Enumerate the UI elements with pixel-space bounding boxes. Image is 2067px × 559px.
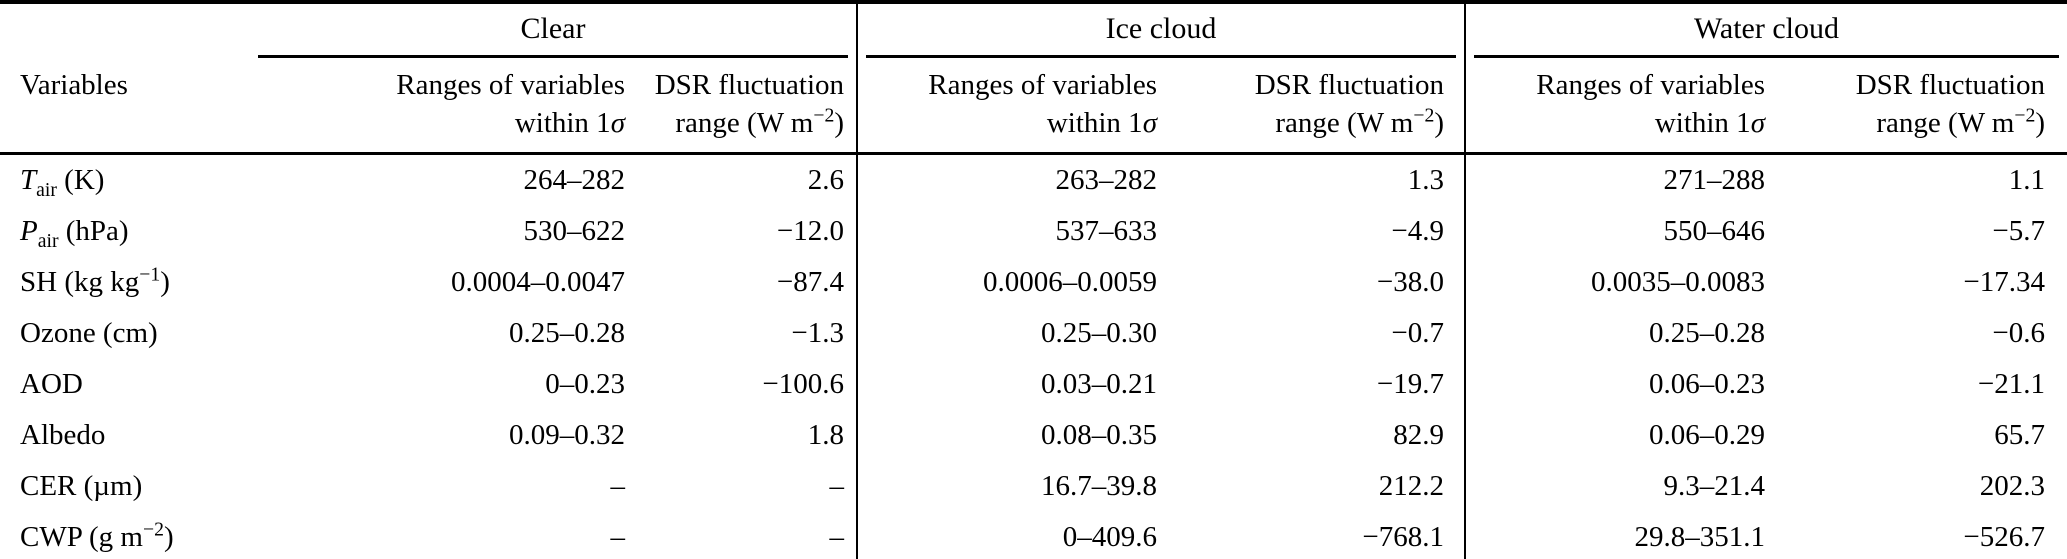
cell-ice-dsr: −4.9 (1391, 215, 1444, 247)
subheader-line2: within 1σ (1654, 107, 1765, 139)
group-label-clear: Clear (520, 12, 586, 45)
cell-ice-range: 0.08–0.35 (856, 410, 1167, 461)
cell-water-dsr: −526.7 (1963, 521, 2045, 553)
cell-ice-range: 0–409.6 (856, 512, 1167, 559)
subheader-line2: range (W m−2) (1876, 104, 2045, 139)
cell-clear-range: 0–0.23 (545, 368, 625, 400)
cell-water-range: 0.25–0.28 (1464, 308, 1785, 359)
cell-ice-dsr: −768.1 (1362, 521, 1444, 553)
cell-variable: AOD (20, 368, 83, 400)
cell-water-dsr: 1.1 (2008, 164, 2045, 196)
subheader-line1: DSR fluctuation (1855, 69, 2045, 101)
subheader-line2: range (W m−2) (1275, 104, 1444, 139)
cell-water-range: 271–288 (1464, 153, 1785, 206)
cell-ice-dsr: −0.7 (1391, 317, 1444, 349)
subheader-line1: DSR fluctuation (654, 69, 844, 101)
cell-ice-dsr: 82.9 (1393, 419, 1444, 451)
cell-ice-dsr: −38.0 (1376, 266, 1444, 298)
subheader-row: Variables Ranges of variables within 1σ … (0, 58, 2067, 155)
cell-variable: CER (µm) (20, 470, 143, 502)
cell-variable: Ozone (cm) (20, 317, 158, 349)
cell-water-dsr: −0.6 (1992, 317, 2045, 349)
cell-water-dsr: −5.7 (1992, 215, 2045, 247)
cell-ice-dsr: 212.2 (1378, 470, 1444, 502)
group-header-clear: Clear (250, 2, 857, 58)
cell-ice-range: 263–282 (856, 153, 1167, 206)
clear-dsr-column-header: DSR fluctuation range (W m−2) (645, 58, 857, 155)
subheader-line1: DSR fluctuation (1254, 69, 1444, 101)
cell-clear-dsr: – (829, 470, 845, 502)
subheader-line1: Ranges of variables (396, 69, 625, 101)
water-range-column-header: Ranges of variables within 1σ (1464, 58, 1785, 155)
table-row: CER (µm) – – 16.7–39.8 212.2 9.3–21.4 20… (0, 461, 2067, 512)
cell-water-dsr: 202.3 (1979, 470, 2045, 502)
cell-water-dsr: 65.7 (1994, 419, 2045, 451)
cell-variable: Tair (K) (20, 164, 105, 201)
cell-water-range: 0.0035–0.0083 (1464, 257, 1785, 308)
cell-clear-range: – (610, 521, 626, 553)
cell-water-range: 0.06–0.23 (1464, 359, 1785, 410)
table-body: Tair (K) 264–282 2.6 263–282 1.3 271–288… (0, 153, 2067, 559)
cell-ice-range: 0.25–0.30 (856, 308, 1167, 359)
cell-water-dsr: −21.1 (1977, 368, 2045, 400)
cell-ice-dsr: −19.7 (1376, 368, 1444, 400)
group-underline (866, 55, 1456, 58)
cell-clear-dsr: −87.4 (776, 266, 844, 298)
cell-clear-dsr: −1.3 (791, 317, 844, 349)
table-row: Ozone (cm) 0.25–0.28 −1.3 0.25–0.30 −0.7… (0, 308, 2067, 359)
subheader-line2: range (W m−2) (675, 104, 844, 139)
group-underline (258, 55, 848, 58)
cell-ice-range: 0.03–0.21 (856, 359, 1167, 410)
group-header-row: Clear Ice cloud Water cloud (0, 2, 2067, 58)
table-row: SH (kg kg−1) 0.0004–0.0047 −87.4 0.0006–… (0, 257, 2067, 308)
cell-clear-range: 530–622 (523, 215, 626, 247)
table-row: CWP (g m−2) – – 0–409.6 −768.1 29.8–351.… (0, 512, 2067, 559)
cell-clear-dsr: – (829, 521, 845, 553)
cell-ice-range: 16.7–39.8 (856, 461, 1167, 512)
subheader-line2: within 1σ (1046, 107, 1157, 139)
table-row: Tair (K) 264–282 2.6 263–282 1.3 271–288… (0, 153, 2067, 206)
table-row: Pair (hPa) 530–622 −12.0 537–633 −4.9 55… (0, 206, 2067, 257)
subheader-line1: Ranges of variables (928, 69, 1157, 101)
subheader-line1: Ranges of variables (1536, 69, 1765, 101)
clear-range-column-header: Ranges of variables within 1σ (250, 58, 645, 155)
group-underline (1474, 55, 2059, 58)
cell-ice-dsr: 1.3 (1407, 164, 1444, 196)
cell-variable: CWP (g m−2) (20, 518, 174, 553)
subheader-line2: within 1σ (514, 107, 625, 139)
cell-clear-dsr: 1.8 (807, 419, 844, 451)
cell-clear-range: 0.25–0.28 (509, 317, 625, 349)
cell-water-range: 29.8–351.1 (1464, 512, 1785, 559)
cell-clear-dsr: 2.6 (807, 164, 844, 196)
cell-clear-range: 264–282 (523, 164, 626, 196)
table-row: AOD 0–0.23 −100.6 0.03–0.21 −19.7 0.06–0… (0, 359, 2067, 410)
cell-water-dsr: −17.34 (1963, 266, 2045, 298)
cell-variable: SH (kg kg−1) (20, 263, 170, 298)
group-header-ice-cloud: Ice cloud (856, 2, 1465, 58)
cell-clear-range: 0.0004–0.0047 (451, 266, 625, 298)
water-dsr-column-header: DSR fluctuation range (W m−2) (1785, 58, 2067, 155)
cell-water-range: 550–646 (1464, 206, 1785, 257)
group-label-water-cloud: Water cloud (1693, 12, 1840, 45)
cell-ice-range: 537–633 (856, 206, 1167, 257)
ice-dsr-column-header: DSR fluctuation range (W m−2) (1167, 58, 1465, 155)
cell-clear-range: 0.09–0.32 (509, 419, 625, 451)
cell-clear-range: – (610, 470, 626, 502)
cell-clear-dsr: −12.0 (776, 215, 844, 247)
cell-water-range: 0.06–0.29 (1464, 410, 1785, 461)
cell-variable: Pair (hPa) (20, 215, 129, 252)
cell-variable: Albedo (20, 419, 106, 451)
cell-clear-dsr: −100.6 (762, 368, 844, 400)
cell-water-range: 9.3–21.4 (1464, 461, 1785, 512)
group-label-ice-cloud: Ice cloud (1105, 12, 1217, 45)
corner-cell (0, 2, 250, 58)
ice-range-column-header: Ranges of variables within 1σ (856, 58, 1167, 155)
group-header-water-cloud: Water cloud (1464, 2, 2067, 58)
cell-ice-range: 0.0006–0.0059 (856, 257, 1167, 308)
table-row: Albedo 0.09–0.32 1.8 0.08–0.35 82.9 0.06… (0, 410, 2067, 461)
variables-column-header: Variables (0, 58, 250, 155)
